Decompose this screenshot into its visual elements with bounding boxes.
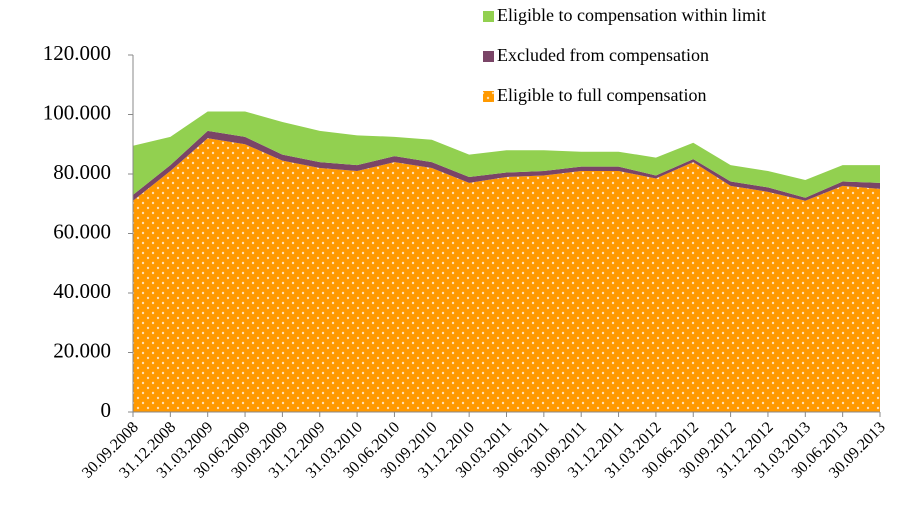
y-tick-label: 20.000: [53, 338, 111, 362]
area: [133, 130, 880, 201]
legend-swatch: [483, 51, 494, 62]
y-tick-label: 80.000: [53, 160, 111, 184]
y-tick-label: 40.000: [53, 279, 111, 303]
legend-swatch: [483, 91, 494, 102]
legend-swatch: [483, 11, 494, 22]
legend-label: Eligible to compensation within limit: [497, 5, 766, 25]
y-tick-label: 0: [101, 398, 112, 422]
legend-label: Eligible to full compensation: [497, 85, 706, 105]
area: [133, 138, 880, 413]
y-tick-label: 100.000: [43, 100, 111, 124]
legend-label: Excluded from compensation: [497, 45, 709, 65]
y-tick-label: 60.000: [53, 219, 111, 243]
y-tick-label: 120.000: [43, 41, 111, 65]
area: [133, 111, 880, 198]
